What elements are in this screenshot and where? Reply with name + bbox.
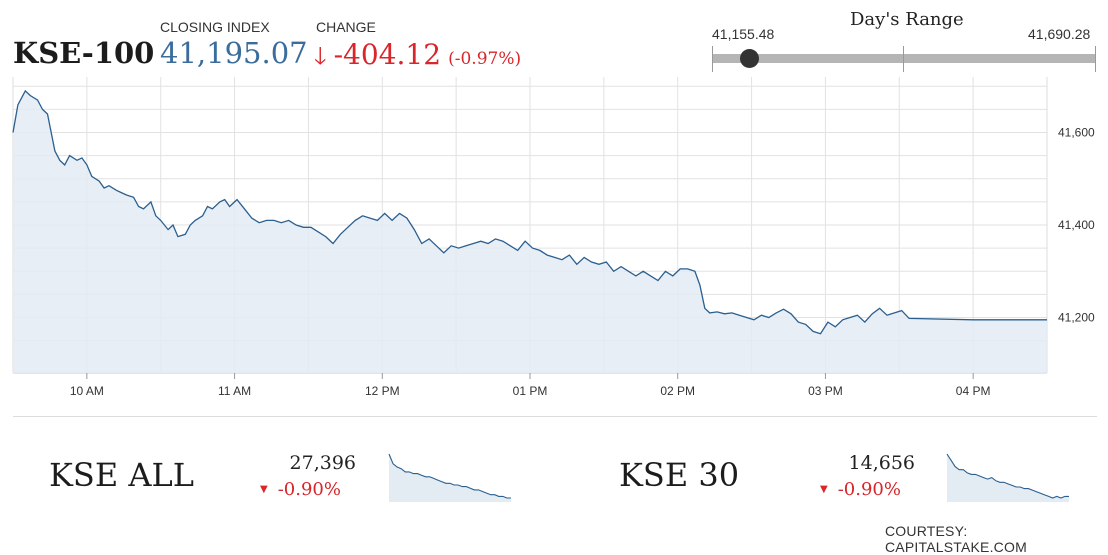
x-tick-label: 01 PM bbox=[513, 384, 548, 398]
y-tick-label: 41,400 bbox=[1058, 218, 1095, 232]
y-tick-label: 41,200 bbox=[1058, 311, 1095, 325]
days-range-tick-middle bbox=[903, 46, 904, 72]
kse-all-value: 27,396 bbox=[289, 452, 356, 474]
y-tick-label: 41,600 bbox=[1058, 126, 1095, 140]
sparkline-area bbox=[389, 454, 511, 502]
kse-all-sparkline bbox=[388, 453, 511, 502]
kse-30-change: ▼ -0.90% bbox=[820, 479, 901, 500]
kse-all-change: ▼ -0.90% bbox=[260, 479, 341, 500]
change-label: CHANGE bbox=[316, 19, 376, 35]
days-range-track bbox=[712, 54, 1096, 63]
sparkline-line bbox=[946, 453, 1069, 499]
days-range-tick-right bbox=[1095, 46, 1096, 72]
courtesy-credit: COURTESY: CAPITALSTAKE.COM bbox=[885, 523, 1027, 555]
x-tick-label: 04 PM bbox=[956, 384, 991, 398]
kse-all-name: KSE ALL bbox=[49, 456, 194, 494]
days-range-tick-left bbox=[712, 46, 713, 72]
days-range-marker bbox=[739, 49, 759, 68]
change-percent: (-0.97%) bbox=[448, 49, 522, 69]
down-triangle-icon: ▼ bbox=[260, 484, 268, 495]
intraday-chart: 41,200 41,400 41,600 10 AM 11 AM 12 PM 01 PM 02… bbox=[12, 77, 1095, 398]
days-range-high: 41,690.28 bbox=[1028, 26, 1091, 42]
kse-30-change-pct: -0.90% bbox=[837, 479, 901, 500]
kse-30-value: 14,656 bbox=[848, 452, 915, 474]
x-tick-label: 12 PM bbox=[365, 384, 400, 398]
x-tick-label: 02 PM bbox=[660, 384, 695, 398]
series-line bbox=[12, 89, 1047, 335]
closing-index-label: CLOSING INDEX bbox=[160, 19, 270, 35]
x-tick-label: 11 AM bbox=[218, 384, 251, 398]
kse-all-change-pct: -0.90% bbox=[277, 479, 341, 500]
closing-index-value: 41,195.07 bbox=[160, 36, 308, 70]
days-range-title: Day's Range bbox=[850, 9, 964, 30]
kse-30-name: KSE 30 bbox=[619, 456, 740, 494]
section-divider bbox=[13, 416, 1097, 417]
days-range-low: 41,155.48 bbox=[712, 26, 775, 42]
kse-30-sparkline bbox=[946, 453, 1069, 502]
x-tick-label: 03 PM bbox=[808, 384, 843, 398]
change-value: -404.12 bbox=[333, 38, 442, 71]
x-tick-label: 10 AM bbox=[70, 384, 104, 398]
change-group: 🡓 -404.12 (-0.97%) bbox=[314, 38, 521, 80]
index-name: KSE-100 bbox=[13, 36, 155, 70]
sparkline-area bbox=[947, 454, 1069, 502]
down-arrow-icon: 🡓 bbox=[314, 42, 327, 70]
series-area-fill bbox=[13, 90, 1047, 374]
sparkline-line bbox=[388, 453, 511, 499]
down-triangle-icon: ▼ bbox=[820, 484, 828, 495]
